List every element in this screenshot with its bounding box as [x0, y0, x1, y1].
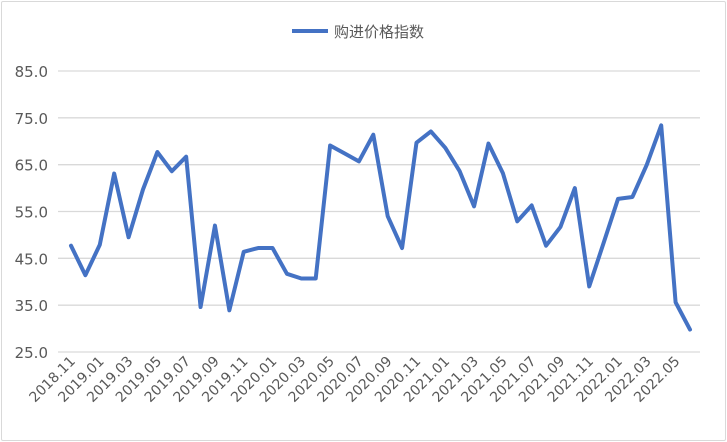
y-tick-label: 45.0	[15, 250, 48, 268]
legend-label: 购进价格指数	[334, 23, 424, 41]
y-tick-label: 85.0	[15, 63, 48, 81]
legend: 购进价格指数	[292, 23, 424, 41]
y-axis-ticks: 25.0 35.0 45.0 55.0 65.0 75.0 85.0	[15, 63, 48, 362]
series-line	[69, 123, 692, 332]
gridlines	[58, 70, 700, 353]
y-tick-label: 55.0	[15, 204, 48, 222]
y-tick-label: 75.0	[15, 110, 48, 128]
y-tick-label: 65.0	[15, 157, 48, 175]
data-points	[70, 125, 691, 330]
y-tick-label: 35.0	[15, 297, 48, 315]
x-axis-ticks: 2018.112019.012019.032019.052019.072019.…	[27, 354, 684, 406]
y-tick-label: 25.0	[15, 344, 48, 362]
